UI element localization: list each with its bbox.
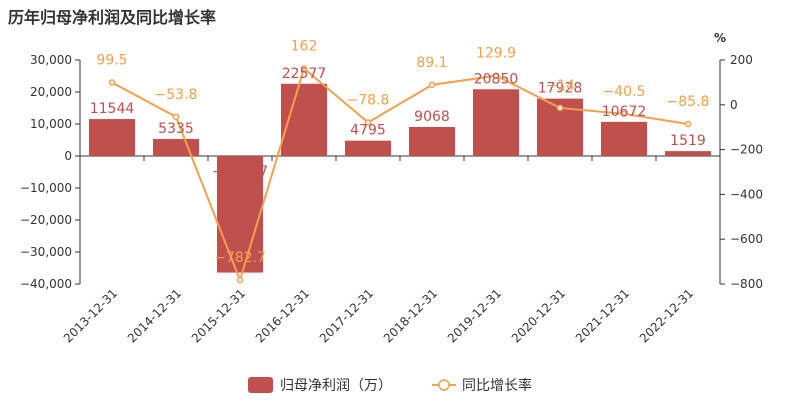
bar — [217, 156, 263, 273]
growth-value-label: 89.1 — [416, 55, 447, 71]
y-right-tick-label: −200 — [730, 143, 763, 157]
y-right-tick-label: −600 — [730, 232, 763, 246]
bar — [665, 151, 711, 156]
growth-line — [111, 66, 689, 284]
growth-value-label: 129.9 — [476, 46, 516, 62]
chart-title: 历年归母净利润及同比增长率 — [8, 8, 217, 27]
legend-label-profit: 归母净利润（万） — [280, 377, 392, 394]
y-left-tick-label: 30,000 — [30, 53, 72, 67]
growth-value-label: 99.5 — [96, 53, 127, 69]
x-tick-label: 2017-12-31 — [317, 286, 376, 345]
bar — [89, 119, 135, 156]
growth-point — [300, 65, 308, 72]
growth-value-label: −782.7 — [214, 250, 266, 266]
growth-value-label: −78.8 — [347, 92, 390, 108]
x-tick-label: 2014-12-31 — [125, 286, 184, 345]
x-tick-label: 2019-12-31 — [445, 286, 504, 345]
growth-point — [684, 120, 692, 128]
growth-point — [236, 276, 244, 284]
x-tick-label: 2013-12-31 — [61, 286, 120, 345]
bar-value-label: 10672 — [602, 104, 647, 120]
bar-value-label: 4795 — [350, 123, 386, 139]
growth-value-label: −14 — [545, 78, 575, 94]
bar-value-label: 9068 — [414, 109, 450, 125]
bar-value-label: 5335 — [158, 121, 194, 137]
y-left-tick-label: 10,000 — [30, 117, 72, 131]
bar-value-label: 17928 — [538, 81, 583, 97]
legend-marker-growth — [438, 379, 450, 391]
growth-point — [108, 79, 116, 86]
y-right-tick-label: 0 — [730, 98, 738, 112]
bar-value-label: 22577 — [282, 66, 327, 82]
bar — [345, 140, 391, 156]
legend-swatch-profit — [248, 377, 273, 393]
bar-value-label: −36427 — [212, 164, 268, 180]
x-tick-label: 2022-12-31 — [637, 286, 696, 345]
growth-point — [620, 110, 628, 118]
growth-value-label: −85.8 — [667, 94, 710, 110]
growth-point — [172, 113, 180, 121]
y-left-tick-label: −30,000 — [20, 245, 72, 259]
x-tick-label: 2016-12-31 — [253, 286, 312, 345]
bar — [409, 126, 455, 156]
growth-value-label: −53.8 — [155, 87, 198, 103]
growth-value-label: −40.5 — [603, 84, 646, 100]
growth-point — [364, 119, 372, 126]
y-right-tick-label: −400 — [730, 187, 763, 201]
y-left-tick-label: −10,000 — [20, 181, 72, 195]
y-right-tick-label: 200 — [730, 53, 753, 67]
y-left-tick-label: −20,000 — [20, 213, 72, 227]
bar — [473, 89, 519, 156]
bar-value-label: 20850 — [474, 71, 519, 87]
growth-point — [428, 81, 436, 89]
growth-value-label: 162 — [291, 39, 318, 55]
bar — [153, 138, 199, 156]
bar-value-label: 1519 — [670, 133, 706, 149]
legend-label-growth: 同比增长率 — [462, 377, 532, 394]
bar-value-label: 11544 — [90, 101, 135, 117]
x-tick-label: 2020-12-31 — [509, 286, 568, 345]
x-tick-label: 2015-12-31 — [189, 286, 248, 345]
x-tick-label: 2021-12-31 — [573, 286, 632, 345]
x-tick-label: 2018-12-31 — [381, 286, 440, 345]
y-left-tick-label: 20,000 — [30, 85, 72, 99]
y-left-tick-label: 0 — [64, 149, 72, 163]
growth-point — [492, 72, 500, 79]
bar — [601, 121, 647, 156]
y-right-tick-label: −800 — [730, 277, 763, 291]
y-right-axis-label: % — [714, 31, 726, 45]
growth-point — [556, 104, 564, 112]
y-left-tick-label: −40,000 — [20, 277, 72, 291]
